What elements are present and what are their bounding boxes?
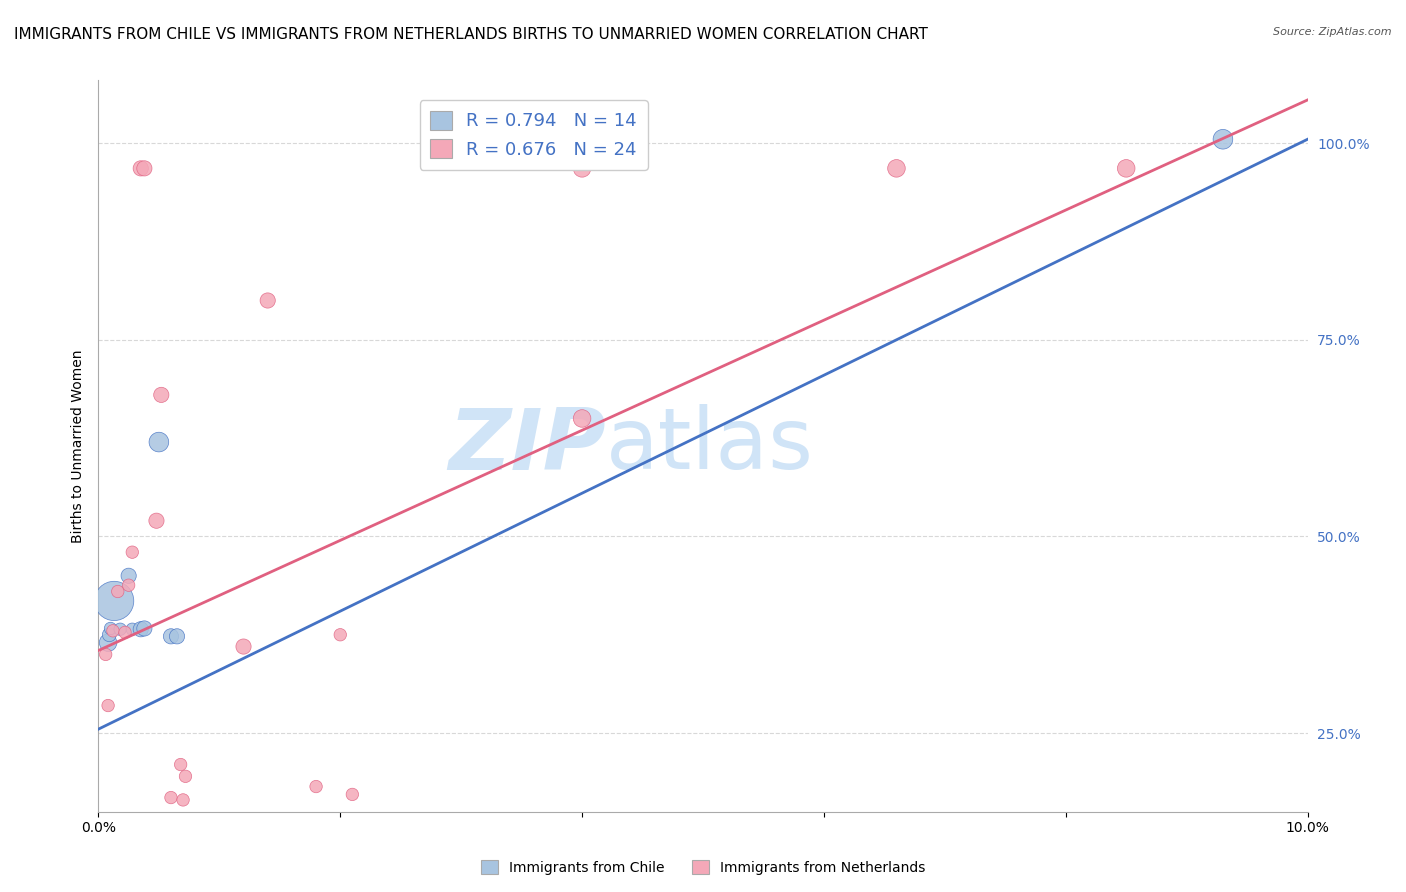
Point	[169, 757, 191, 772]
Point	[305, 780, 328, 794]
Point	[166, 629, 188, 643]
Point	[121, 622, 143, 636]
Point	[150, 388, 173, 402]
Point	[160, 629, 183, 643]
Point	[172, 793, 194, 807]
Point	[107, 584, 129, 599]
Point	[103, 594, 125, 608]
Point	[129, 161, 152, 176]
Point	[571, 161, 593, 176]
Point	[134, 161, 156, 176]
Point	[114, 625, 136, 640]
Point	[97, 698, 120, 713]
Text: IMMIGRANTS FROM CHILE VS IMMIGRANTS FROM NETHERLANDS BIRTHS TO UNMARRIED WOMEN C: IMMIGRANTS FROM CHILE VS IMMIGRANTS FROM…	[14, 27, 928, 42]
Point	[145, 514, 167, 528]
Point	[101, 624, 124, 638]
Point	[1115, 161, 1137, 176]
Legend: Immigrants from Chile, Immigrants from Netherlands: Immigrants from Chile, Immigrants from N…	[475, 855, 931, 880]
Point	[94, 648, 117, 662]
Point	[232, 640, 254, 654]
Point	[118, 578, 141, 592]
Point	[256, 293, 278, 308]
Y-axis label: Births to Unmarried Women: Births to Unmarried Women	[70, 350, 84, 542]
Point	[121, 545, 143, 559]
Point	[108, 622, 131, 636]
Point	[129, 622, 152, 636]
Point	[148, 435, 170, 450]
Point	[1212, 132, 1234, 146]
Text: ZIP: ZIP	[449, 404, 606, 488]
Point	[886, 161, 908, 176]
Text: atlas: atlas	[606, 404, 814, 488]
Point	[98, 628, 121, 642]
Point	[571, 411, 593, 425]
Point	[97, 635, 120, 649]
Point	[160, 790, 183, 805]
Point	[134, 622, 156, 636]
Point	[174, 769, 197, 783]
Point	[342, 788, 364, 802]
Point	[619, 821, 641, 835]
Point	[100, 622, 122, 636]
Legend: R = 0.794   N = 14, R = 0.676   N = 24: R = 0.794 N = 14, R = 0.676 N = 24	[419, 100, 648, 169]
Point	[329, 628, 352, 642]
Text: Source: ZipAtlas.com: Source: ZipAtlas.com	[1274, 27, 1392, 37]
Point	[118, 568, 141, 582]
